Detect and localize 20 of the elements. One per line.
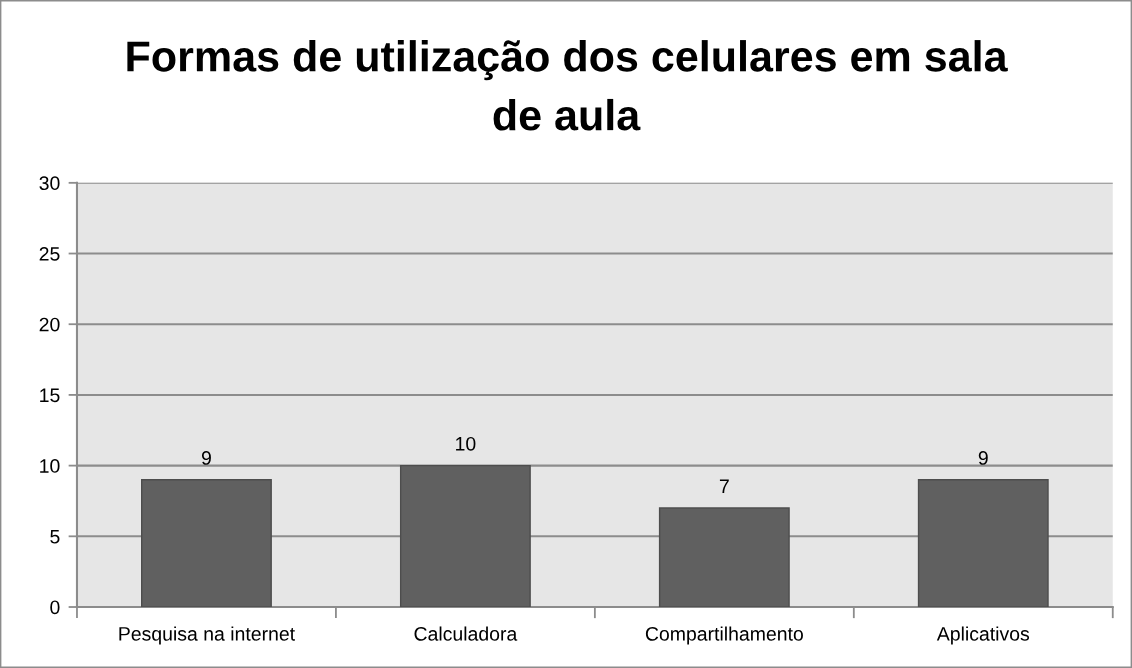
y-tick-label: 10 [40,459,60,473]
data-label: 7 [719,479,729,493]
x-tick-label: Aplicativos [936,626,1030,645]
bar [399,464,531,608]
chart-title: Formas de utilização dos celulares em sala de aula [127,40,1008,131]
x-tick-label: Calculadora [414,626,518,641]
bar [658,507,790,608]
data-label: 10 [456,436,476,451]
y-tick-label: 25 [39,247,60,261]
y-tick-label: 0 [50,600,60,615]
y-tick-label: 15 [40,388,60,403]
bar [917,479,1049,608]
y-tick-label: 5 [50,529,60,544]
y-tick-label: 30 [39,176,60,191]
bar [141,479,272,608]
y-tick-label: 20 [39,317,60,332]
x-tick-label: Pesquisa na internet [119,626,295,645]
x-tick-label: Compartilhamento [645,626,803,645]
data-label: 9 [978,451,988,465]
data-label: 9 [201,451,211,465]
